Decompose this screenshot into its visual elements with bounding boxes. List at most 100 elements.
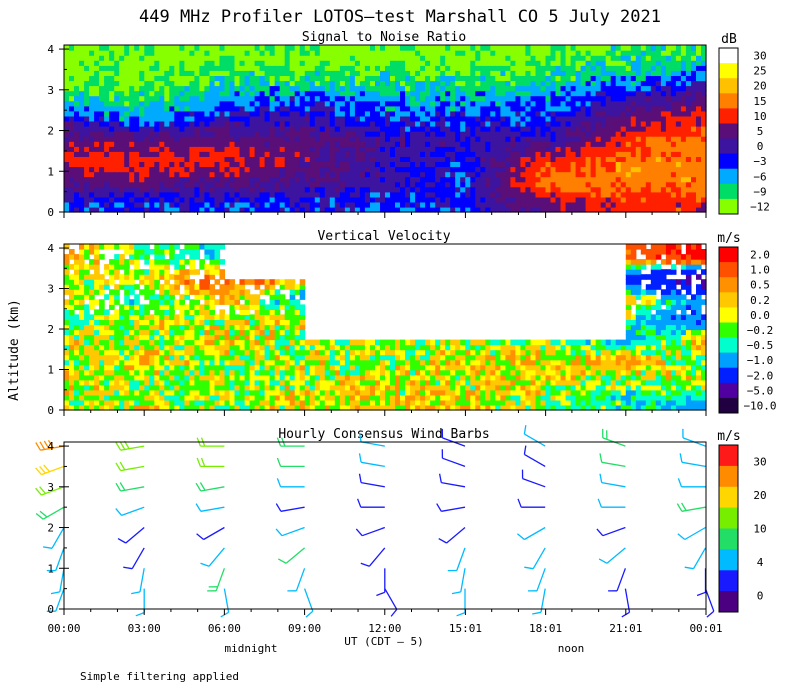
data-cell: [460, 131, 466, 137]
data-cell: [390, 186, 396, 193]
data-cell: [74, 90, 80, 97]
data-cell: [244, 151, 251, 157]
data-cell: [144, 399, 150, 406]
data-cell: [410, 166, 416, 173]
data-cell: [510, 161, 516, 168]
data-cell: [565, 161, 572, 168]
data-cell: [204, 146, 210, 152]
data-cell: [701, 105, 707, 112]
data-cell: [69, 374, 75, 381]
data-cell: [169, 191, 175, 198]
data-cell: [89, 65, 95, 71]
data-cell: [660, 100, 667, 107]
data-cell: [69, 90, 75, 97]
data-cell: [490, 85, 496, 92]
data-cell: [329, 80, 336, 87]
data-cell: [144, 151, 150, 157]
data-cell: [395, 161, 401, 168]
data-cell: [430, 201, 436, 208]
data-cell: [169, 309, 175, 315]
data-cell: [605, 105, 612, 112]
data-cell: [535, 60, 542, 66]
data-cell: [510, 65, 516, 71]
data-cell: [99, 369, 105, 376]
data-cell: [189, 171, 195, 178]
data-cell: [154, 349, 160, 356]
data-cell: [354, 90, 361, 97]
data-cell: [244, 100, 251, 107]
data-cell: [164, 369, 170, 376]
data-cell: [440, 70, 446, 76]
data-cell: [119, 324, 125, 331]
data-cell: [64, 55, 70, 61]
data-cell: [691, 90, 697, 97]
data-cell: [535, 191, 542, 198]
data-cell: [79, 294, 85, 300]
data-cell: [525, 110, 531, 117]
data-cell: [585, 206, 592, 213]
data-cell: [134, 100, 140, 107]
data-cell: [470, 131, 476, 137]
data-cell: [685, 65, 692, 71]
data-cell: [154, 274, 160, 280]
data-cell: [84, 364, 90, 371]
data-cell: [555, 171, 562, 178]
data-cell: [450, 120, 456, 127]
data-cell: [259, 176, 266, 183]
data-cell: [460, 95, 466, 102]
data-cell: [349, 60, 356, 66]
data-cell: [625, 60, 632, 66]
data-cell: [595, 161, 602, 168]
data-cell: [154, 309, 160, 315]
data-cell: [74, 299, 80, 305]
data-cell: [144, 329, 150, 336]
data-cell: [520, 100, 526, 107]
data-cell: [615, 55, 622, 61]
data-cell: [430, 141, 436, 147]
data-cell: [74, 374, 80, 381]
data-cell: [114, 166, 120, 173]
data-cell: [89, 374, 95, 381]
data-cell: [174, 126, 180, 132]
data-cell: [615, 186, 622, 193]
data-cell: [279, 60, 286, 66]
data-cell: [119, 374, 125, 381]
data-cell: [229, 126, 236, 132]
data-cell: [174, 206, 180, 213]
data-cell: [595, 136, 602, 142]
data-cell: [460, 80, 466, 87]
data-cell: [139, 374, 145, 381]
data-cell: [154, 156, 160, 162]
data-cell: [435, 90, 441, 97]
data-cell: [495, 146, 501, 152]
data-cell: [420, 60, 426, 66]
data-cell: [164, 344, 170, 351]
data-cell: [134, 85, 140, 92]
data-cell: [385, 120, 391, 127]
data-cell: [625, 181, 632, 188]
data-cell: [79, 264, 85, 270]
data-cell: [299, 141, 306, 147]
data-cell: [259, 55, 266, 61]
data-cell: [349, 161, 356, 168]
data-cell: [164, 206, 170, 213]
data-cell: [99, 384, 105, 391]
data-cell: [395, 65, 401, 71]
data-cell: [134, 369, 140, 376]
data-cell: [600, 65, 607, 71]
data-cell: [69, 126, 75, 132]
data-cell: [64, 314, 70, 320]
data-cell: [405, 60, 411, 66]
data-cell: [560, 115, 567, 122]
data-cell: [204, 45, 210, 51]
data-cell: [685, 136, 692, 142]
data-cell: [430, 110, 436, 117]
data-cell: [380, 75, 386, 82]
data-cell: [680, 115, 687, 122]
data-cell: [645, 136, 652, 142]
data-cell: [329, 126, 336, 132]
data-cell: [104, 141, 110, 147]
data-cell: [440, 186, 446, 193]
data-cell: [79, 254, 85, 260]
data-cell: [540, 161, 547, 168]
